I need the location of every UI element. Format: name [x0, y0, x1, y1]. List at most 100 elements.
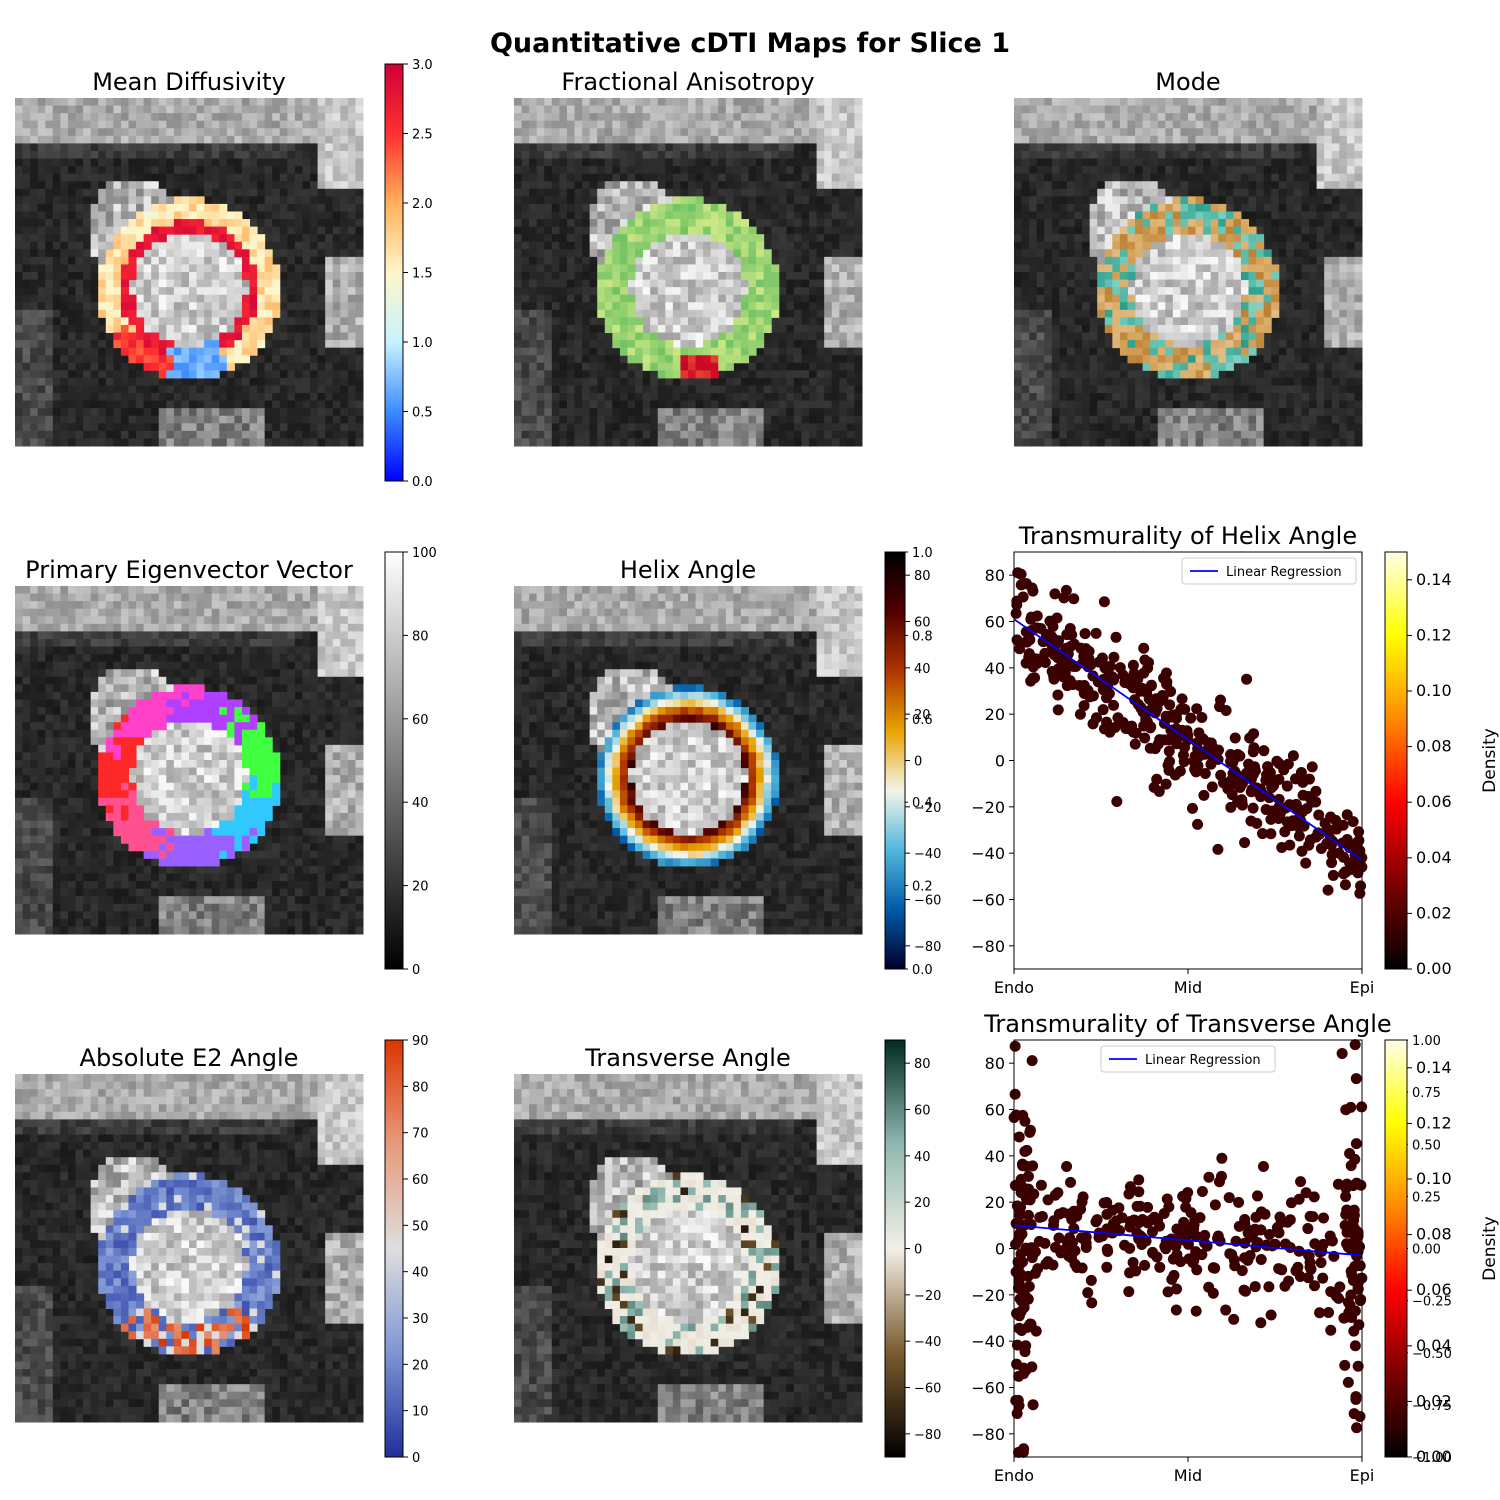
mri-pixel — [824, 423, 832, 431]
mri-pixel — [559, 211, 567, 219]
mri-pixel — [605, 219, 613, 227]
mri-pixel — [832, 249, 840, 257]
map-pixel — [250, 257, 258, 265]
mri-pixel — [45, 438, 53, 446]
map-pixel — [242, 317, 250, 325]
map-pixel — [113, 264, 121, 272]
mri-pixel — [1014, 98, 1022, 106]
mri-pixel — [204, 181, 212, 189]
mri-pixel — [189, 249, 197, 257]
mri-pixel — [597, 204, 605, 212]
mri-pixel — [265, 166, 273, 174]
mri-pixel — [68, 295, 76, 303]
map-pixel — [764, 257, 772, 265]
mri-pixel — [801, 431, 809, 439]
mri-pixel — [620, 174, 628, 182]
mri-pixel — [711, 128, 719, 136]
mri-pixel — [575, 196, 583, 204]
mri-pixel — [544, 416, 552, 424]
map-pixel — [197, 348, 205, 356]
map-pixel — [749, 249, 757, 257]
mri-pixel — [847, 143, 855, 151]
mri-pixel — [854, 196, 862, 204]
mri-pixel — [854, 280, 862, 288]
mri-pixel — [544, 385, 552, 393]
mri-pixel — [582, 249, 590, 257]
colorbar-tick-label: 2.0 — [412, 197, 433, 212]
mri-pixel — [166, 257, 174, 265]
mri-pixel — [711, 393, 719, 401]
mri-pixel — [219, 287, 227, 295]
mri-pixel — [189, 416, 197, 424]
map-pixel — [197, 211, 205, 219]
map-pixel — [242, 264, 250, 272]
mri-pixel — [355, 378, 363, 386]
mri-pixel — [151, 249, 159, 257]
mri-pixel — [280, 431, 288, 439]
mri-pixel — [272, 317, 280, 325]
mri-pixel — [30, 159, 38, 167]
mri-pixel — [250, 143, 258, 151]
mri-pixel — [106, 98, 114, 106]
mri-pixel — [522, 363, 530, 371]
mri-pixel — [718, 378, 726, 386]
mri-pixel — [688, 385, 696, 393]
mri-pixel — [302, 121, 310, 129]
mri-pixel — [688, 159, 696, 167]
mri-pixel — [817, 280, 825, 288]
mri-pixel — [696, 401, 704, 409]
mri-pixel — [635, 136, 643, 144]
map-pixel — [257, 272, 265, 280]
mri-pixel — [582, 401, 590, 409]
mri-pixel — [703, 416, 711, 424]
map-pixel — [696, 363, 704, 371]
mri-pixel — [38, 317, 46, 325]
mri-pixel — [733, 181, 741, 189]
mri-pixel — [53, 393, 61, 401]
mri-pixel — [340, 128, 348, 136]
mri-pixel — [559, 166, 567, 174]
mri-pixel — [83, 181, 91, 189]
mri-pixel — [212, 423, 220, 431]
mri-pixel — [665, 151, 673, 159]
mri-pixel — [325, 113, 333, 121]
mri-pixel — [1022, 272, 1030, 280]
map-pixel — [605, 257, 613, 265]
mri-pixel — [159, 401, 167, 409]
mri-pixel — [779, 121, 787, 129]
mri-pixel — [38, 181, 46, 189]
mri-pixel — [582, 113, 590, 121]
mri-pixel — [733, 128, 741, 136]
mri-pixel — [197, 340, 205, 348]
mri-pixel — [824, 431, 832, 439]
mri-pixel — [219, 181, 227, 189]
mri-pixel — [257, 189, 265, 197]
mri-pixel — [711, 174, 719, 182]
mri-pixel — [287, 317, 295, 325]
mri-pixel — [68, 401, 76, 409]
mri-pixel — [53, 249, 61, 257]
mri-pixel — [665, 242, 673, 250]
map-pixel — [257, 234, 265, 242]
mri-pixel — [839, 234, 847, 242]
mri-pixel — [665, 393, 673, 401]
mri-pixel — [272, 159, 280, 167]
mri-pixel — [83, 333, 91, 341]
map-pixel — [597, 264, 605, 272]
mri-pixel — [839, 317, 847, 325]
mri-pixel — [91, 143, 99, 151]
mri-pixel — [23, 287, 31, 295]
mri-pixel — [204, 302, 212, 310]
mri-pixel — [552, 378, 560, 386]
mri-pixel — [673, 249, 681, 257]
mri-pixel — [771, 242, 779, 250]
map-pixel — [658, 348, 666, 356]
mri-pixel — [711, 272, 719, 280]
mri-pixel — [333, 416, 341, 424]
mri-pixel — [45, 416, 53, 424]
map-pixel — [113, 272, 121, 280]
mri-pixel — [643, 370, 651, 378]
mri-pixel — [310, 317, 318, 325]
mri-pixel — [559, 317, 567, 325]
mri-pixel — [355, 113, 363, 121]
